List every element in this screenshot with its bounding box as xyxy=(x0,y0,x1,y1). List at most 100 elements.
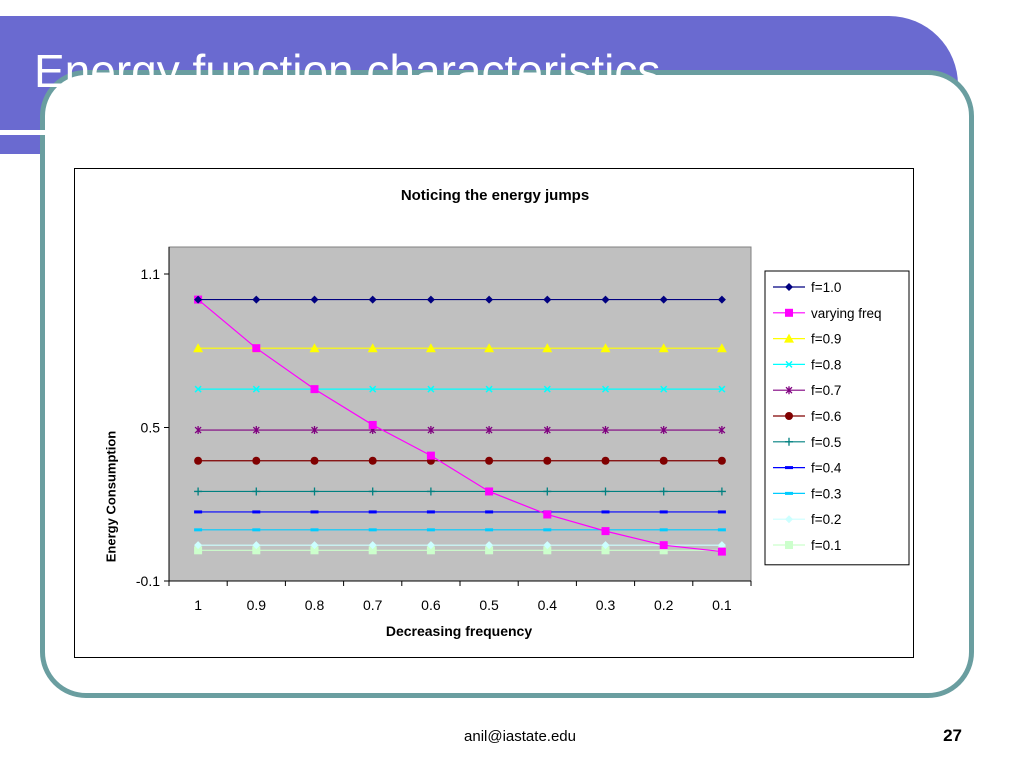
legend-marker xyxy=(785,437,793,446)
data-point xyxy=(311,426,318,435)
data-point xyxy=(543,546,552,555)
data-point xyxy=(542,343,553,353)
data-point xyxy=(717,487,726,496)
data-point xyxy=(717,528,726,532)
data-point xyxy=(601,541,610,550)
data-point xyxy=(426,510,435,514)
data-point xyxy=(252,295,261,304)
legend-marker xyxy=(785,308,793,317)
legend-marker xyxy=(785,491,793,495)
legend-label: f=0.6 xyxy=(811,409,841,424)
data-point xyxy=(543,426,551,435)
data-point xyxy=(485,546,494,555)
data-point xyxy=(368,510,377,514)
series-line-1 xyxy=(197,299,722,553)
data-point xyxy=(252,510,261,514)
data-point xyxy=(485,456,494,465)
data-point xyxy=(485,295,494,304)
legend-marker xyxy=(785,360,793,368)
legend-marker xyxy=(785,386,793,395)
legend-label: f=0.4 xyxy=(811,461,842,476)
y-axis-label: Energy Consumption xyxy=(103,430,119,563)
x-tick-label: 0.5 xyxy=(479,597,499,613)
data-point xyxy=(252,344,261,353)
data-point xyxy=(601,295,610,304)
legend-marker xyxy=(785,283,793,291)
data-point xyxy=(252,546,261,555)
data-point xyxy=(426,541,435,550)
data-point xyxy=(717,456,726,465)
data-point xyxy=(717,541,726,550)
legend-label: f=0.5 xyxy=(811,435,841,450)
data-point xyxy=(659,541,668,550)
data-point xyxy=(601,546,610,555)
data-point xyxy=(426,451,435,460)
data-point xyxy=(717,510,726,514)
x-tick-label: 0.4 xyxy=(538,597,558,613)
data-point xyxy=(310,385,319,394)
data-point xyxy=(368,487,377,496)
data-point xyxy=(252,385,260,393)
x-axis-label: Decreasing frequency xyxy=(385,623,533,639)
data-point xyxy=(427,426,435,435)
data-point xyxy=(310,546,319,555)
data-point xyxy=(252,528,261,532)
data-point xyxy=(543,541,552,550)
legend-label: f=0.3 xyxy=(811,486,841,501)
data-point xyxy=(310,510,319,514)
data-point xyxy=(601,385,610,393)
data-point xyxy=(660,385,668,393)
data-point xyxy=(658,343,669,353)
footer-email: anil@iastate.edu xyxy=(464,728,576,745)
title-rule xyxy=(0,130,904,135)
data-point xyxy=(601,487,610,496)
data-point xyxy=(717,547,726,556)
legend-label: f=0.9 xyxy=(811,332,841,347)
plot-area xyxy=(168,246,752,582)
x-tick-label: 0.8 xyxy=(305,597,325,613)
legend-label: f=0.7 xyxy=(811,383,841,398)
data-point xyxy=(368,528,377,532)
data-point xyxy=(543,295,552,304)
x-tick-label: 0.3 xyxy=(596,597,616,613)
data-point xyxy=(194,487,203,496)
data-point xyxy=(485,426,493,435)
legend-marker xyxy=(784,333,794,343)
chart-title: Noticing the energy jumps xyxy=(400,187,590,204)
data-point xyxy=(252,541,261,550)
data-point xyxy=(252,426,260,435)
data-point xyxy=(310,487,319,496)
data-point xyxy=(252,487,261,496)
data-point xyxy=(601,510,610,514)
data-point xyxy=(659,528,668,532)
legend-label: f=0.1 xyxy=(811,538,841,553)
x-tick-label: 1 xyxy=(194,597,202,613)
data-point xyxy=(601,456,610,465)
data-point xyxy=(193,343,204,353)
x-tick-label: 0.6 xyxy=(421,597,441,613)
data-point xyxy=(427,385,435,393)
data-point xyxy=(368,295,377,304)
data-point xyxy=(368,456,377,465)
data-point xyxy=(194,546,203,555)
page-number: 27 xyxy=(943,726,962,745)
data-point xyxy=(600,343,611,353)
legend-marker xyxy=(785,515,793,524)
data-point xyxy=(194,510,203,514)
y-tick-label: -0.1 xyxy=(136,573,160,589)
data-point xyxy=(659,487,668,496)
y-tick-label: 0.5 xyxy=(141,420,161,436)
legend-label: f=0.8 xyxy=(811,357,841,372)
data-point xyxy=(310,541,319,550)
data-point xyxy=(485,541,494,550)
legend-marker xyxy=(785,412,793,420)
data-point xyxy=(543,487,552,496)
data-point xyxy=(485,487,494,496)
data-point xyxy=(660,426,668,435)
slide-title: Energy function characteristics xyxy=(34,45,661,97)
data-point xyxy=(485,510,494,514)
data-point xyxy=(543,385,551,393)
legend-label: f=0.2 xyxy=(811,512,841,527)
x-tick-label: 0.7 xyxy=(363,597,383,613)
data-point xyxy=(485,528,494,532)
